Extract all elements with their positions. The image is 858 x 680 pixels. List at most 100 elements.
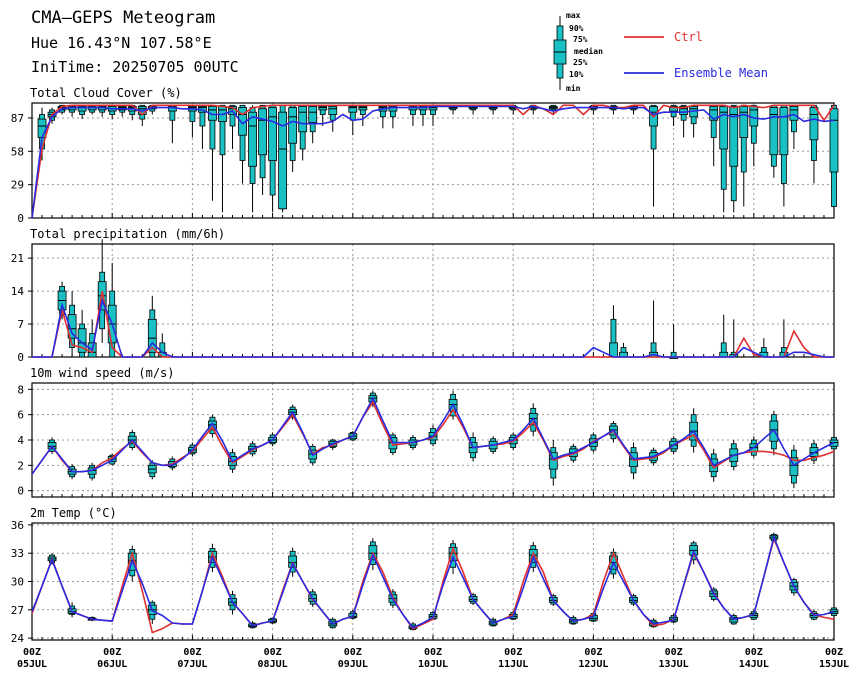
ensemble-box [238, 104, 247, 184]
y-tick-label: 87 [11, 112, 24, 125]
ensemble-mean-line [32, 297, 834, 358]
ensemble-box [278, 104, 288, 213]
y-tick-label: 27 [11, 604, 24, 617]
ensemble-box [298, 104, 308, 161]
box-25-75 [268, 107, 278, 161]
ensemble-box [739, 104, 749, 207]
ensemble-box [87, 104, 97, 115]
y-tick-label: 29 [11, 179, 24, 192]
ensemble-mean-line [31, 534, 835, 629]
x-tick-label-date: 08JUL [258, 659, 288, 670]
ensemble-box [428, 104, 438, 126]
y-tick-label: 6 [17, 409, 24, 422]
ensemble-box [408, 104, 418, 126]
box-25-75 [147, 318, 157, 353]
x-tick-label-date: 13JUL [659, 659, 689, 670]
ensemble-box [609, 305, 618, 358]
y-tick-label: 2 [17, 459, 24, 472]
ensemble-box [117, 104, 127, 117]
box-25-75 [328, 106, 338, 115]
y-tick-label: 14 [11, 285, 25, 298]
ensemble-box [167, 104, 177, 144]
ensemble-box [669, 324, 678, 359]
ensemble-box [649, 104, 658, 207]
legend-label: Ctrl [674, 30, 703, 44]
ensemble-box [759, 338, 769, 358]
box-25-75 [679, 106, 689, 115]
page-title: CMA—GEPS Meteogram [31, 8, 216, 28]
y-tick-label: 21 [11, 252, 24, 265]
location-label: Hue 16.43°N 107.58°E [31, 34, 212, 52]
y-tick-label: 7 [17, 318, 24, 331]
ensemble-box [719, 314, 729, 358]
y-tick-label: 4 [17, 434, 24, 447]
y-tick-label: 36 [11, 519, 24, 532]
box-25-75 [779, 107, 789, 156]
box-10-90 [219, 104, 226, 156]
init-time-label: IniTime: 20250705 00UTC [31, 58, 239, 76]
box-25-75 [809, 107, 819, 141]
box-25-75 [829, 108, 839, 173]
box-10-90 [650, 104, 657, 150]
ensemble-box [248, 105, 257, 213]
box-25-75 [358, 106, 368, 111]
ensemble-box [388, 104, 398, 129]
box-25-75 [77, 328, 87, 353]
box-25-75 [298, 106, 308, 133]
legend-box-label: 25% [573, 58, 588, 67]
ensemble-box [809, 104, 819, 184]
box-25-75 [248, 111, 257, 167]
box-25-75 [789, 457, 799, 476]
box-25-75 [308, 106, 318, 123]
legend-box-label: 10% [569, 70, 584, 79]
ensemble-box [779, 104, 789, 207]
y-tick-label: 8 [17, 383, 24, 396]
box-10-90 [229, 104, 236, 127]
box-25-75 [67, 314, 77, 339]
ensemble-box [87, 462, 97, 481]
ensemble-box [328, 104, 338, 132]
x-tick-label-hour: 00Z [665, 647, 683, 658]
ensemble-box [619, 342, 628, 358]
ensemble-box [147, 104, 157, 115]
ensemble-box [208, 104, 217, 201]
ensemble-box [218, 104, 227, 213]
x-tick-label-hour: 00Z [584, 647, 602, 658]
legend-box-label: min [566, 83, 581, 93]
ensemble-box [77, 309, 87, 358]
ensemble-box [589, 104, 598, 115]
y-tick-label: 24 [11, 632, 25, 645]
x-tick-label-date: 07JUL [177, 659, 207, 670]
ensemble-mean-line [31, 105, 835, 219]
ctrl-line [31, 104, 835, 219]
ensemble-box [107, 262, 117, 358]
box-25-75 [669, 106, 678, 112]
box-25-75 [729, 106, 739, 167]
ensemble-box [789, 104, 799, 149]
panel-title: Total precipitation (mm/6h) [30, 227, 225, 241]
ensemble-mean-line [31, 396, 835, 475]
ensemble-box [749, 104, 759, 167]
legend-box-label: 75% [573, 35, 588, 44]
y-tick-label: 30 [11, 576, 24, 589]
ensemble-box [709, 104, 719, 167]
legend-label: Ensemble Mean [674, 66, 768, 80]
y-tick-label: 0 [17, 485, 24, 498]
ensemble-box [789, 445, 799, 489]
x-tick-label-date: 09JUL [338, 659, 368, 670]
box-25-75 [258, 108, 267, 156]
box-25-75 [769, 107, 779, 156]
y-tick-label: 0 [17, 212, 24, 225]
x-tick-label-hour: 00Z [23, 647, 41, 658]
x-tick-label-hour: 00Z [825, 647, 843, 658]
x-tick-label-hour: 00Z [424, 647, 442, 658]
x-tick-label-hour: 00Z [264, 647, 282, 658]
ensemble-box [679, 104, 689, 138]
panel-title: 2m Temp (°C) [30, 506, 117, 520]
x-tick-label-date: 06JUL [97, 659, 127, 670]
x-tick-label-date: 14JUL [739, 659, 769, 670]
ensemble-box [358, 104, 368, 126]
box-25-75 [37, 118, 47, 138]
ensemble-box [548, 104, 558, 115]
box-25-75 [719, 106, 729, 150]
